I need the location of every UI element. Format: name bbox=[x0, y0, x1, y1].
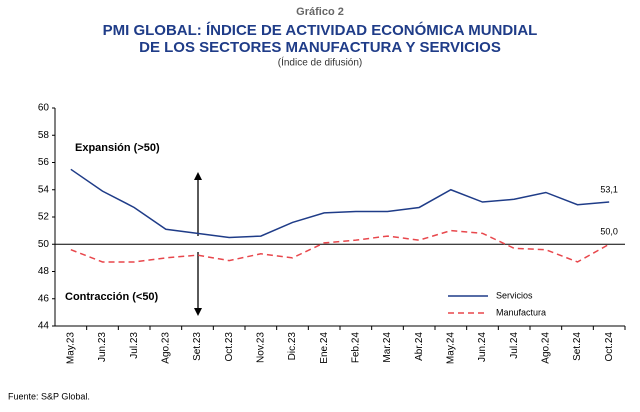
x-tick-label: Mar.24 bbox=[382, 332, 393, 363]
y-tick-label: 58 bbox=[38, 130, 50, 141]
legend-label: Manufactura bbox=[496, 307, 546, 317]
x-tick-label: Feb.24 bbox=[350, 332, 361, 364]
x-tick-label: Jul.24 bbox=[509, 332, 520, 359]
y-tick-label: 60 bbox=[38, 103, 50, 114]
chart-subtitle: (Índice de difusión) bbox=[278, 56, 363, 69]
legend-box bbox=[440, 287, 560, 323]
series-line bbox=[70, 168, 610, 239]
chart-title: DE LOS SECTORES MANUFACTURA Y SERVICIOS bbox=[139, 39, 501, 56]
y-tick-label: 54 bbox=[38, 184, 50, 195]
x-tick-label: Jul.23 bbox=[129, 332, 140, 359]
legend-label: Servicios bbox=[496, 290, 533, 300]
y-tick-label: 50 bbox=[38, 239, 50, 250]
annotation: Expansión (>50) bbox=[75, 142, 160, 154]
series-line bbox=[70, 229, 610, 263]
annotation: Contracción (<50) bbox=[65, 291, 159, 303]
value-label: 50,0 bbox=[600, 227, 618, 237]
source: Fuente: S&P Global. bbox=[8, 391, 90, 401]
x-tick-label: Set.23 bbox=[192, 332, 203, 361]
x-tick-label: Jun.23 bbox=[97, 332, 108, 362]
x-tick-label: Nov.23 bbox=[255, 332, 266, 363]
chart-title: PMI GLOBAL: ÍNDICE DE ACTIVIDAD ECONÓMIC… bbox=[103, 21, 538, 39]
x-tick-label: Oct.24 bbox=[604, 332, 615, 362]
x-tick-label: Ene.24 bbox=[319, 332, 330, 364]
x-tick-label: Jun.24 bbox=[477, 332, 488, 362]
y-tick-label: 52 bbox=[38, 212, 50, 223]
x-tick-label: May.23 bbox=[65, 332, 76, 364]
y-tick-label: 56 bbox=[38, 157, 50, 168]
x-tick-label: Ago.23 bbox=[160, 332, 171, 364]
x-tick-label: May.24 bbox=[445, 332, 456, 364]
y-tick-label: 48 bbox=[38, 266, 50, 277]
x-tick-label: Ago.24 bbox=[540, 332, 551, 364]
chart-header: Gráfico 2 bbox=[296, 6, 344, 18]
y-tick-label: 46 bbox=[38, 293, 50, 304]
x-tick-label: Set.24 bbox=[572, 332, 583, 361]
value-label: 53,1 bbox=[600, 184, 618, 194]
y-tick-label: 44 bbox=[38, 321, 50, 332]
x-tick-label: Oct.23 bbox=[224, 332, 235, 362]
x-tick-label: Abr.24 bbox=[414, 332, 425, 361]
x-tick-label: Dic.23 bbox=[287, 332, 298, 361]
